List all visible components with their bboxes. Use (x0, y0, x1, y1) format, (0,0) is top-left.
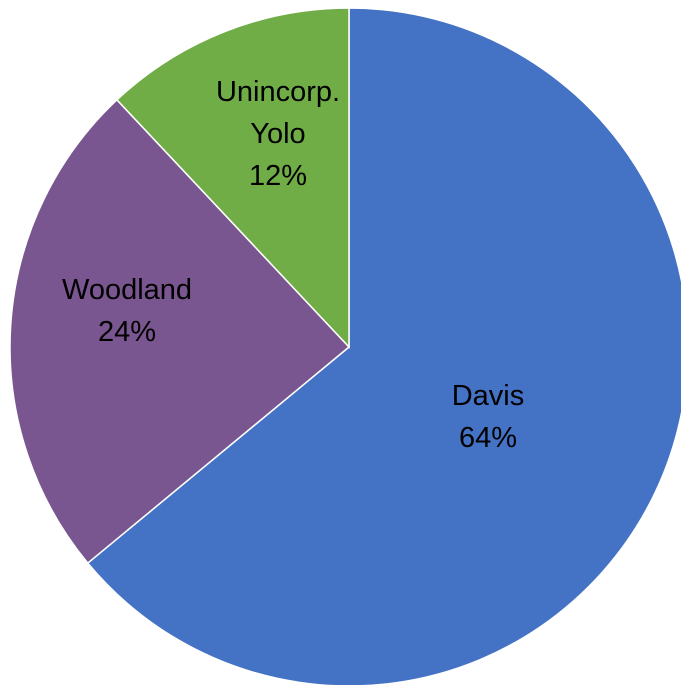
slice-value-label: 12% (249, 160, 307, 192)
pie-slice-davis (86, 7, 681, 685)
slice-category-label: Woodland (62, 274, 192, 306)
slice-category-label: Davis (452, 380, 525, 412)
pie-slices (9, 7, 681, 685)
slice-category-label: Yolo (250, 118, 305, 150)
pie-labels: Davis 64% Woodland 24% Unincorp. Yolo 12% (62, 76, 524, 454)
slice-category-label: Unincorp. (216, 76, 340, 108)
slice-label: Unincorp. Yolo 12% (216, 76, 340, 192)
slice-value-label: 64% (459, 422, 517, 454)
slice-label: Davis 64% (452, 380, 525, 454)
slice-label: Woodland 24% (62, 274, 192, 348)
pie-slice-unincorp-yolo (115, 7, 350, 349)
pie-slice-woodland (9, 98, 351, 565)
slice-value-label: 24% (98, 316, 156, 348)
